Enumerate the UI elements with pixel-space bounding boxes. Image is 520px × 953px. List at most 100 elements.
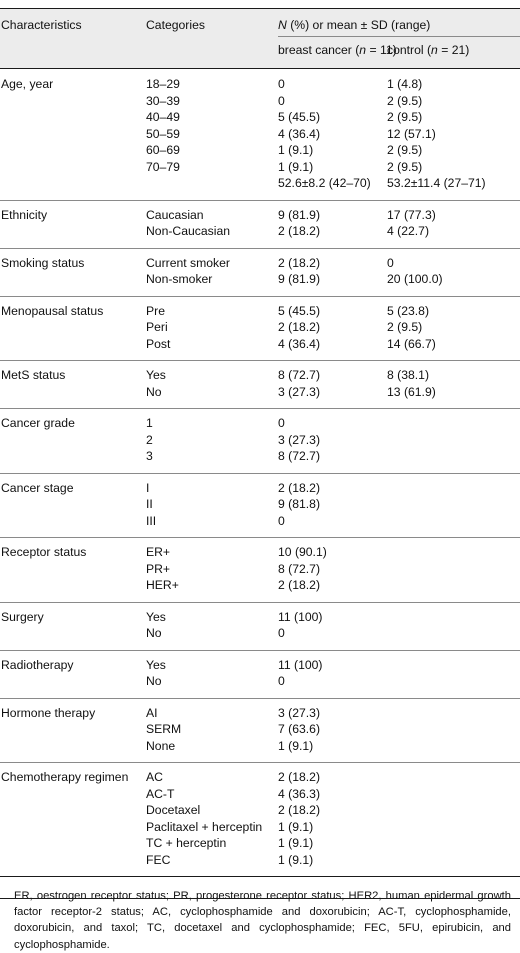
row-characteristic: Hormone therapy bbox=[1, 705, 96, 720]
cell-breast-cancer: 0 bbox=[278, 513, 285, 528]
cell-breast-cancer: 2 (18.2) bbox=[278, 320, 321, 334]
row-characteristic: Cancer stage bbox=[1, 480, 74, 495]
row-category: III bbox=[146, 513, 157, 528]
row-divider bbox=[0, 473, 520, 474]
header-group: N (%) or mean ± SD (range) bbox=[278, 18, 431, 32]
row-category: AC-T bbox=[146, 786, 175, 801]
cell-breast-cancer: 0 bbox=[278, 77, 285, 91]
table-bottom-rule bbox=[0, 876, 520, 878]
cell-breast-cancer: 4 (36.3) bbox=[278, 786, 321, 801]
row-category: HER+ bbox=[146, 578, 179, 592]
cell-breast-cancer: 1 (9.1) bbox=[278, 852, 314, 867]
row-category: No bbox=[146, 626, 162, 640]
cell-control: 14 (66.7) bbox=[387, 336, 436, 351]
row-divider bbox=[0, 537, 520, 538]
cell-control: 20 (100.0) bbox=[387, 272, 443, 286]
cell-control: 0 bbox=[387, 255, 394, 270]
row-category: Yes bbox=[146, 657, 166, 672]
row-characteristic: Radiotherapy bbox=[1, 657, 74, 672]
cell-breast-cancer: 10 (90.1) bbox=[278, 545, 327, 559]
row-category: No bbox=[146, 674, 162, 688]
cell-breast-cancer: 8 (72.7) bbox=[278, 368, 321, 382]
row-divider bbox=[0, 698, 520, 699]
cell-breast-cancer: 2 (18.2) bbox=[278, 770, 321, 784]
header-subrule bbox=[278, 36, 520, 37]
row-category: Post bbox=[146, 336, 171, 351]
row-divider bbox=[0, 360, 520, 361]
cell-control: 2 (9.5) bbox=[387, 93, 423, 108]
cell-control: 2 (9.5) bbox=[387, 143, 423, 157]
row-category: 2 bbox=[146, 432, 153, 447]
row-category: 3 bbox=[146, 449, 153, 463]
cell-control: 53.2±11.4 (27–71) bbox=[387, 176, 486, 190]
row-category: 60–69 bbox=[146, 143, 180, 157]
row-divider bbox=[0, 602, 520, 603]
cell-breast-cancer: 2 (18.2) bbox=[278, 480, 321, 495]
row-category: 40–49 bbox=[146, 110, 180, 124]
row-category: Pre bbox=[146, 303, 165, 318]
header-shade bbox=[0, 8, 520, 69]
cell-breast-cancer: 0 bbox=[278, 674, 285, 688]
cell-breast-cancer: 11 (100) bbox=[278, 609, 323, 624]
row-category: TC + herceptin bbox=[146, 836, 227, 850]
cell-breast-cancer: 0 bbox=[278, 416, 285, 430]
cell-breast-cancer: 5 (45.5) bbox=[278, 110, 321, 124]
row-category: ER+ bbox=[146, 545, 171, 559]
row-category: 50–59 bbox=[146, 126, 180, 141]
row-divider bbox=[0, 200, 520, 201]
cell-breast-cancer: 3 (27.3) bbox=[278, 705, 321, 720]
cell-breast-cancer: 7 (63.6) bbox=[278, 722, 321, 736]
cell-control: 8 (38.1) bbox=[387, 368, 430, 382]
row-characteristic: Receptor status bbox=[1, 545, 87, 559]
row-category: 70–79 bbox=[146, 159, 180, 174]
row-category: None bbox=[146, 738, 176, 753]
row-category: SERM bbox=[146, 722, 182, 736]
row-characteristic: Smoking status bbox=[1, 255, 85, 270]
cell-control: 2 (9.5) bbox=[387, 159, 423, 174]
row-category: No bbox=[146, 384, 162, 399]
cell-control: 1 (4.8) bbox=[387, 77, 423, 91]
row-category: Yes bbox=[146, 368, 166, 382]
row-category: Non-Caucasian bbox=[146, 224, 231, 238]
cell-breast-cancer: 1 (9.1) bbox=[278, 836, 314, 850]
cell-control: 17 (77.3) bbox=[387, 207, 436, 222]
row-divider bbox=[0, 408, 520, 409]
cell-control: 4 (22.7) bbox=[387, 224, 430, 238]
row-characteristic: Age, year bbox=[1, 77, 54, 91]
cell-breast-cancer: 1 (9.1) bbox=[278, 143, 314, 157]
row-category: I bbox=[146, 480, 150, 495]
cell-breast-cancer: 52.6±8.2 (42–70) bbox=[278, 176, 371, 190]
cell-breast-cancer: 4 (36.4) bbox=[278, 126, 321, 141]
header-categories: Categories bbox=[146, 18, 205, 32]
cell-control: 13 (61.9) bbox=[387, 384, 436, 399]
cell-breast-cancer: 1 (9.1) bbox=[278, 738, 314, 753]
row-category: Current smoker bbox=[146, 255, 230, 270]
cell-breast-cancer: 4 (36.4) bbox=[278, 336, 321, 351]
cell-breast-cancer: 2 (18.2) bbox=[278, 255, 321, 270]
row-category: Yes bbox=[146, 609, 166, 624]
cell-breast-cancer: 8 (72.7) bbox=[278, 561, 321, 576]
cell-breast-cancer: 8 (72.7) bbox=[278, 449, 321, 463]
cell-breast-cancer: 1 (9.1) bbox=[278, 159, 314, 174]
cell-breast-cancer: 0 bbox=[278, 626, 285, 640]
row-divider bbox=[0, 296, 520, 297]
row-characteristic: Cancer grade bbox=[1, 416, 75, 430]
cell-breast-cancer: 3 (27.3) bbox=[278, 432, 321, 447]
row-characteristic: Ethnicity bbox=[1, 207, 48, 222]
row-characteristic: Menopausal status bbox=[1, 303, 104, 318]
header-rule bbox=[0, 68, 520, 70]
row-category: Non-smoker bbox=[146, 272, 213, 286]
row-divider bbox=[0, 248, 520, 249]
header-control: control (n = 21) bbox=[387, 43, 470, 57]
row-divider bbox=[0, 650, 520, 651]
characteristics-table: Characteristics Categories N (%) or mean… bbox=[0, 8, 520, 951]
cell-breast-cancer: 9 (81.9) bbox=[278, 207, 321, 222]
row-category: Caucasian bbox=[146, 207, 204, 222]
cell-breast-cancer: 0 bbox=[278, 93, 285, 108]
cell-control: 2 (9.5) bbox=[387, 320, 423, 334]
cell-breast-cancer: 5 (45.5) bbox=[278, 303, 321, 318]
cell-breast-cancer: 2 (18.2) bbox=[278, 224, 321, 238]
cell-breast-cancer: 9 (81.8) bbox=[278, 497, 321, 511]
row-category: AC bbox=[146, 770, 163, 784]
cell-breast-cancer: 2 (18.2) bbox=[278, 803, 321, 817]
